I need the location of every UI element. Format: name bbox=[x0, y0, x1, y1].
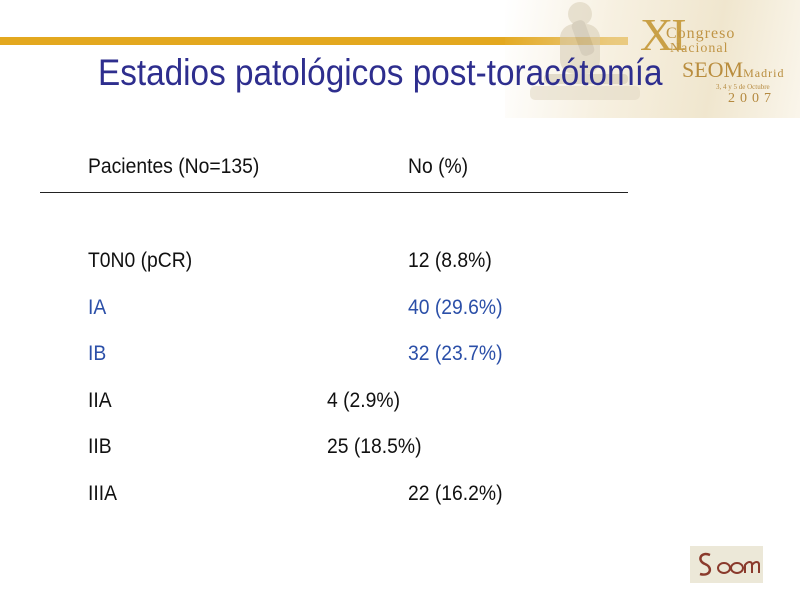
table-row-stage: IB bbox=[88, 342, 107, 365]
congress-logo-line1: Congreso bbox=[666, 25, 736, 42]
page-title: Estadios patológicos post-toracótomía bbox=[98, 52, 663, 93]
header-accent-bar bbox=[0, 37, 628, 45]
table-row-stage: IA bbox=[88, 296, 107, 319]
table-header-patients: Pacientes (No=135) bbox=[88, 155, 260, 178]
table-row-value: 22 (16.2%) bbox=[408, 482, 503, 505]
table-row-stage: IIA bbox=[88, 389, 112, 412]
table-row-value: 25 (18.5%) bbox=[327, 435, 422, 458]
table-row-stage: T0N0 (pCR) bbox=[88, 249, 193, 272]
seom-logo-icon bbox=[699, 552, 760, 576]
congress-logo-numeral: XI bbox=[640, 9, 687, 60]
microscope-figure-icon bbox=[530, 2, 640, 100]
congress-logo-org: SEOMMadrid bbox=[682, 59, 784, 84]
table-row-value: 32 (23.7%) bbox=[408, 342, 503, 365]
congress-logo-line2: Nacional bbox=[670, 41, 729, 56]
table-row-value: 4 (2.9%) bbox=[327, 389, 401, 412]
table-row-value: 12 (8.8%) bbox=[408, 249, 492, 272]
congress-logo-dates: 3, 4 y 5 de Octubre bbox=[716, 83, 770, 91]
table-header-rule bbox=[40, 192, 628, 193]
table-row-stage: IIB bbox=[88, 435, 112, 458]
table-row-stage: IIIA bbox=[88, 482, 117, 505]
congress-logo-year: 2007 bbox=[728, 91, 776, 106]
seom-logo bbox=[690, 546, 763, 583]
table-row-value: 40 (29.6%) bbox=[408, 296, 503, 319]
congress-logo-org-name: SEOM bbox=[682, 57, 744, 82]
congress-logo-city: Madrid bbox=[743, 66, 785, 80]
table-header-percent: No (%) bbox=[408, 155, 469, 178]
